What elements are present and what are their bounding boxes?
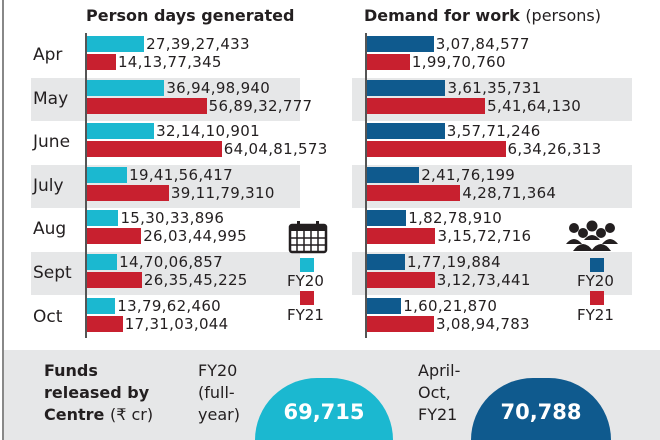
value-label: 3,07,84,577 — [435, 35, 530, 53]
legend-fy20-label-left: FY20 — [287, 272, 324, 290]
legend-fy21-label-left: FY21 — [287, 306, 324, 324]
fy20-funds-dome: 69,715 — [255, 378, 393, 440]
value-label: 27,39,27,433 — [146, 35, 250, 53]
month-label: Oct — [33, 306, 63, 327]
funds-panel: Funds released by Centre (₹ cr) FY20 (fu… — [4, 350, 660, 440]
right-title-main: Demand for work — [364, 6, 520, 25]
value-label: 5,41,64,130 — [487, 96, 582, 115]
value-label: 1,99,70,760 — [411, 53, 506, 71]
value-label: 14,70,06,857 — [119, 253, 223, 271]
axis-line — [85, 33, 87, 338]
value-label: 19,41,56,417 — [129, 165, 233, 184]
bar-fy20 — [86, 210, 119, 227]
legend-fy21-swatch-left — [300, 291, 314, 305]
bar-fy20 — [366, 254, 405, 270]
month-label: Sept — [33, 263, 72, 283]
value-label: 1,82,78,910 — [408, 209, 503, 228]
bar-fy21 — [366, 54, 410, 70]
bar-fy20 — [366, 79, 446, 96]
funds-unit: (₹ cr) — [109, 405, 154, 424]
row-band — [31, 252, 300, 295]
legend-fy20-swatch-left — [300, 258, 314, 272]
period-line: Oct, — [418, 383, 451, 402]
bar-fy20 — [86, 297, 116, 314]
value-label: 3,57,71,246 — [446, 122, 541, 141]
value-label: 3,12,73,441 — [436, 271, 531, 289]
bar-fy20 — [86, 254, 118, 270]
bar-fy21 — [366, 315, 434, 332]
fy21-funds-dome: 70,788 — [471, 378, 611, 440]
value-label: 3,08,94,783 — [435, 314, 530, 333]
funds-label-line: Centre — [44, 405, 105, 424]
period-line: FY21 — [418, 405, 458, 424]
month-label: Aug — [33, 219, 67, 240]
axis-line — [365, 33, 367, 338]
period-line: (full- — [198, 383, 235, 402]
right-title-unit: (persons) — [525, 6, 601, 25]
bar-fy21 — [366, 184, 461, 201]
value-label: 26,03,44,995 — [143, 227, 247, 246]
value-label: 17,31,03,044 — [124, 314, 229, 333]
bar-fy20 — [86, 166, 128, 183]
bar-fy21 — [86, 315, 123, 332]
bar-fy21 — [86, 184, 169, 201]
legend-fy20-label-right: FY20 — [577, 272, 614, 290]
value-label: 39,11,79,310 — [170, 183, 275, 202]
value-label: 14,13,77,345 — [117, 53, 222, 71]
month-label: Apr — [33, 45, 63, 65]
value-label: 1,77,19,884 — [406, 253, 501, 271]
bar-fy21 — [366, 272, 435, 288]
value-label: 6,34,26,313 — [507, 140, 602, 159]
value-label: 36,94,98,940 — [166, 78, 271, 97]
value-label: 3,61,35,731 — [447, 78, 542, 97]
bar-fy21 — [86, 54, 116, 70]
fy20-period-label: FY20 (full- year) — [198, 360, 240, 426]
value-label: 2,41,76,199 — [421, 165, 516, 184]
period-line: year) — [198, 405, 240, 424]
value-label: 56,89,32,777 — [208, 96, 313, 115]
bar-fy21 — [86, 141, 222, 158]
month-label: May — [33, 88, 69, 109]
legend-fy20-swatch-right — [590, 258, 604, 272]
value-label: 13,79,62,460 — [117, 296, 222, 315]
bar-fy21 — [86, 97, 207, 114]
value-label: 32,14,10,901 — [156, 122, 260, 141]
funds-label-line: Funds — [44, 361, 98, 380]
bar-fy21 — [86, 272, 142, 288]
bar-fy21 — [366, 228, 436, 245]
bar-fy21 — [366, 141, 506, 158]
bar-fy21 — [366, 97, 486, 114]
value-label: 64,04,81,573 — [223, 140, 328, 159]
month-label: June — [33, 132, 71, 153]
bar-fy20 — [366, 123, 445, 140]
right-chart-title: Demand for work (persons) — [364, 6, 601, 25]
period-line: FY20 — [198, 361, 238, 380]
legend-fy21-swatch-right — [590, 291, 604, 305]
period-line: April- — [418, 361, 461, 380]
bar-fy20 — [366, 36, 434, 52]
value-label: 1,60,21,870 — [403, 296, 498, 315]
legend-fy21-label-right: FY21 — [577, 306, 614, 324]
funds-label: Funds released by Centre (₹ cr) — [44, 360, 153, 426]
bar-fy20 — [366, 297, 402, 314]
value-label: 4,28,71,364 — [462, 183, 557, 202]
left-chart-title: Person days generated — [86, 6, 295, 25]
bar-fy20 — [366, 166, 420, 183]
bar-fy20 — [366, 210, 407, 227]
bar-fy20 — [86, 123, 155, 140]
fy21-period-label: April- Oct, FY21 — [418, 360, 460, 426]
bar-fy21 — [86, 228, 142, 245]
bar-fy20 — [86, 36, 145, 52]
value-label: 26,35,45,225 — [143, 271, 248, 289]
funds-label-line: released by — [44, 383, 150, 402]
value-label: 15,30,33,896 — [120, 209, 225, 228]
month-label: July — [33, 175, 64, 196]
people-group-icon — [566, 220, 618, 251]
frame-border — [2, 0, 4, 440]
value-label: 3,15,72,716 — [437, 227, 532, 246]
bar-fy20 — [86, 79, 165, 96]
calendar-icon — [288, 221, 328, 254]
